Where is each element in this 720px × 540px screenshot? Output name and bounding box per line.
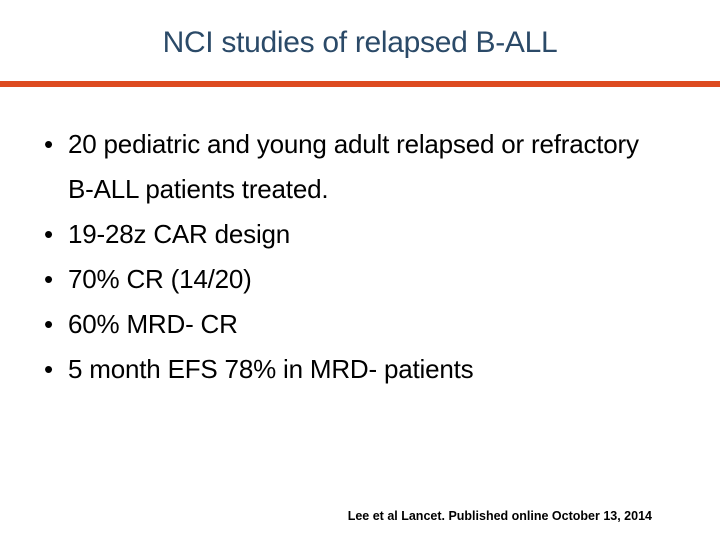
bullet-icon [44,302,68,347]
bullet-text: 70% CR (14/20) [68,264,252,294]
bullet-item: 20 pediatric and young adult relapsed or… [44,122,668,212]
bullet-icon [44,257,68,302]
bullet-item: 5 month EFS 78% in MRD- patients [44,347,668,392]
bullet-icon [44,122,68,167]
bullet-list: 20 pediatric and young adult relapsed or… [44,122,668,392]
bullet-text: 20 pediatric and young adult relapsed or… [68,129,639,204]
bullet-text: 60% MRD- CR [68,309,238,339]
bullet-item: 19-28z CAR design [44,212,668,257]
title-divider-line [0,81,720,87]
bullet-icon [44,347,68,392]
citation: Lee et al Lancet. Published online Octob… [347,509,652,523]
bullet-item: 70% CR (14/20) [44,257,668,302]
bullet-icon [44,212,68,257]
bullet-text: 19-28z CAR design [68,219,291,249]
slide-title: NCI studies of relapsed B-ALL [162,26,558,59]
bullet-item: 60% MRD- CR [44,302,668,347]
bullet-text: 5 month EFS 78% in MRD- patients [68,354,474,384]
